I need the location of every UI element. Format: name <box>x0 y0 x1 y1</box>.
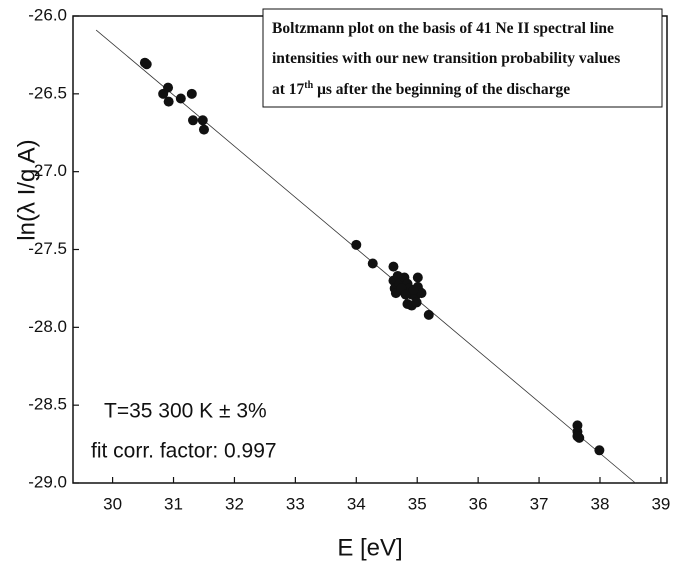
y-tick-label: -28.5 <box>28 395 67 414</box>
data-point <box>367 258 378 269</box>
data-point <box>163 96 174 107</box>
y-tick-label: -29.0 <box>28 472 67 491</box>
data-point <box>411 297 422 308</box>
data-point <box>351 239 362 250</box>
data-point <box>572 431 583 442</box>
x-tick-label: 30 <box>103 494 122 513</box>
annotation-box <box>262 8 663 108</box>
data-point <box>594 445 605 456</box>
y-axis-title: ln(λ I/g A) <box>13 139 40 240</box>
fit-text: fit corr. factor: 0.997 <box>91 440 277 463</box>
annotation: Boltzmann plot on the basis of 41 Ne II … <box>272 20 614 37</box>
data-point <box>163 82 174 93</box>
data-point <box>388 261 399 272</box>
data-point <box>400 289 411 300</box>
data-point <box>198 124 209 135</box>
y-tick-label: -27.0 <box>28 161 67 180</box>
data-point <box>423 309 434 320</box>
data-point <box>412 272 423 283</box>
y-tick-label: -28.0 <box>28 317 67 336</box>
x-tick-label: 39 <box>651 494 670 513</box>
data-point <box>416 288 427 299</box>
x-tick-label: 38 <box>591 494 610 513</box>
temperature-text: T=35 300 K ± 3% <box>104 400 267 423</box>
data-point <box>175 93 186 104</box>
data-point <box>197 115 208 126</box>
annotation: μs after the beginning of the discharge <box>313 81 570 98</box>
x-tick-label: 35 <box>408 494 427 513</box>
x-axis-title: E [eV] <box>337 534 402 561</box>
annotation: at 17 <box>272 81 305 98</box>
fit-line <box>95 29 636 484</box>
data-point <box>141 59 152 70</box>
y-tick-label: -27.5 <box>28 239 67 258</box>
annotation-sup: th <box>304 80 313 91</box>
x-tick-label: 31 <box>164 494 183 513</box>
annotation: at 17th μs after the beginning of the di… <box>272 80 570 98</box>
annotation: intensities with our new transition prob… <box>272 50 620 67</box>
data-point <box>186 88 197 99</box>
x-tick-label: 33 <box>286 494 305 513</box>
y-tick-label: -26.5 <box>28 83 67 102</box>
x-tick-label: 32 <box>225 494 244 513</box>
data-point <box>408 284 419 295</box>
x-tick-label: 37 <box>530 494 549 513</box>
x-tick-label: 34 <box>347 494 366 513</box>
y-tick-label: -26.0 <box>28 5 67 24</box>
data-point <box>188 115 199 126</box>
x-tick-label: 36 <box>469 494 488 513</box>
